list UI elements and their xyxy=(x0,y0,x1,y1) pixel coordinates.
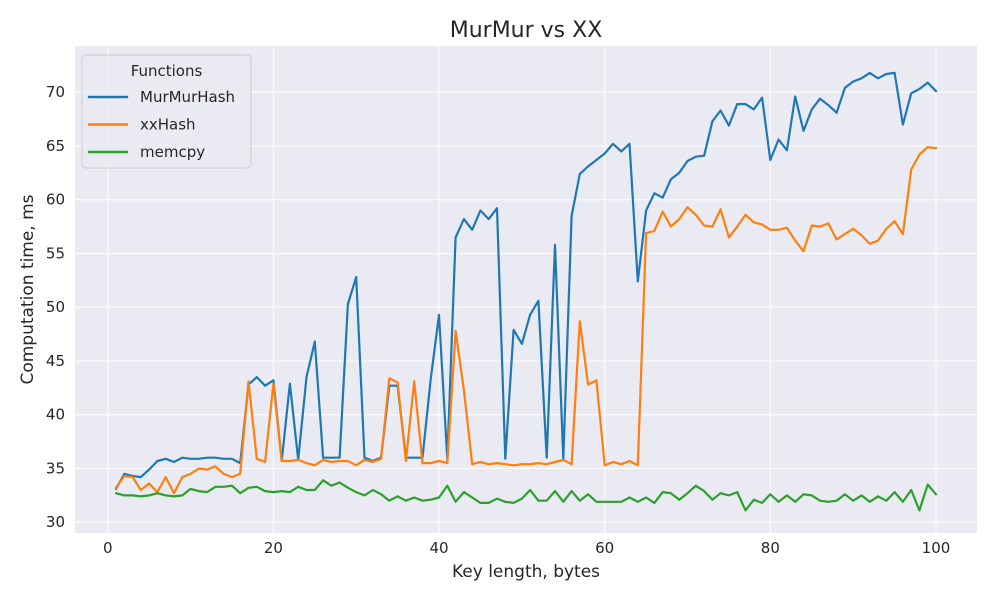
legend-label: memcpy xyxy=(140,143,205,161)
y-tick-label: 55 xyxy=(46,244,65,262)
x-tick-label: 20 xyxy=(264,539,283,557)
legend-label: MurMurHash xyxy=(140,88,235,106)
x-tick-label: 60 xyxy=(595,539,614,557)
series-line-xxhash xyxy=(114,146,938,495)
y-axis-label: Computation time, ms xyxy=(18,194,38,384)
y-tick-label: 50 xyxy=(46,298,65,316)
y-tick-label: 35 xyxy=(46,459,65,477)
series-line-memcpy xyxy=(114,479,938,512)
chart-title: MurMur vs XX xyxy=(450,18,603,43)
y-tick-label: 60 xyxy=(46,191,65,209)
legend-box xyxy=(81,54,252,169)
legend-title: Functions xyxy=(131,62,203,80)
ticks: 0 20 40 60 80 100 30 35 40 45 50 55 60 65 70 xyxy=(46,83,950,557)
x-tick-label: 0 xyxy=(103,539,113,557)
y-tick-label: 70 xyxy=(46,83,65,101)
grid xyxy=(75,46,977,533)
legend: Functions MurMurHash xxHash memcpy xyxy=(81,54,252,169)
y-tick-label: 45 xyxy=(46,352,65,370)
x-axis-label: Key length, bytes xyxy=(452,562,600,582)
y-tick-label: 30 xyxy=(46,513,65,531)
x-tick-label: 40 xyxy=(429,539,448,557)
legend-label: xxHash xyxy=(140,116,196,134)
y-tick-label: 40 xyxy=(46,406,65,424)
y-tick-label: 65 xyxy=(46,137,65,155)
x-tick-label: 100 xyxy=(922,539,951,557)
series-line-murmurhash xyxy=(114,71,938,490)
series-layer xyxy=(114,71,938,512)
x-tick-label: 80 xyxy=(761,539,780,557)
